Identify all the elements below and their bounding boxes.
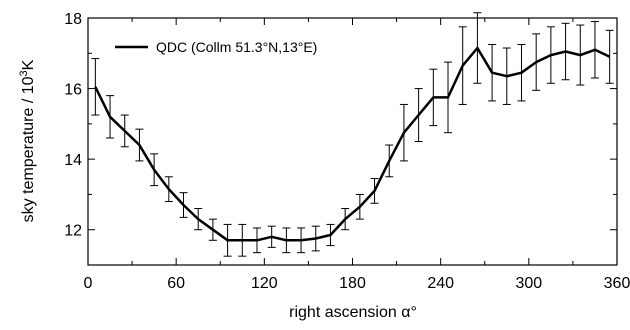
x-tick-label: 60	[167, 275, 185, 292]
series-line	[94, 46, 611, 242]
x-tick-label: 300	[515, 275, 542, 292]
y-axis-label: sky temperature / 103K	[18, 59, 37, 222]
legend: QDC (Collm 51.3°N,13°E)	[115, 39, 317, 55]
legend-label: QDC (Collm 51.3°N,13°E)	[156, 39, 317, 55]
y-axis-label-suffix: K	[20, 59, 37, 70]
y-axis-label-superscript: 3	[18, 70, 30, 76]
x-tick-label: 240	[427, 275, 454, 292]
y-tick-label: 16	[64, 82, 82, 99]
axis-labels: right ascension α° sky temperature / 103…	[18, 59, 417, 321]
x-tick-label: 180	[339, 275, 366, 292]
axis-ticks: 0 60 120 180 240 300 360 12 14 16 18	[64, 11, 630, 292]
x-tick-label: 120	[251, 275, 278, 292]
x-axis-label: right ascension α°	[289, 304, 417, 321]
x-tick-label: 360	[604, 275, 630, 292]
y-tick-label: 18	[64, 11, 82, 28]
y-tick-label: 14	[64, 152, 82, 169]
y-axis-label-prefix: sky temperature / 10	[20, 76, 37, 222]
x-tick-label: 0	[84, 275, 93, 292]
y-tick-label: 12	[64, 223, 82, 240]
plot-frame	[87, 17, 618, 266]
